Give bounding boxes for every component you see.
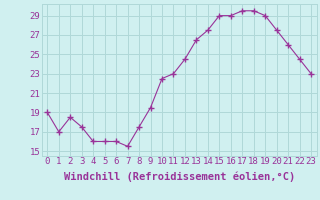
X-axis label: Windchill (Refroidissement éolien,°C): Windchill (Refroidissement éolien,°C) — [64, 172, 295, 182]
